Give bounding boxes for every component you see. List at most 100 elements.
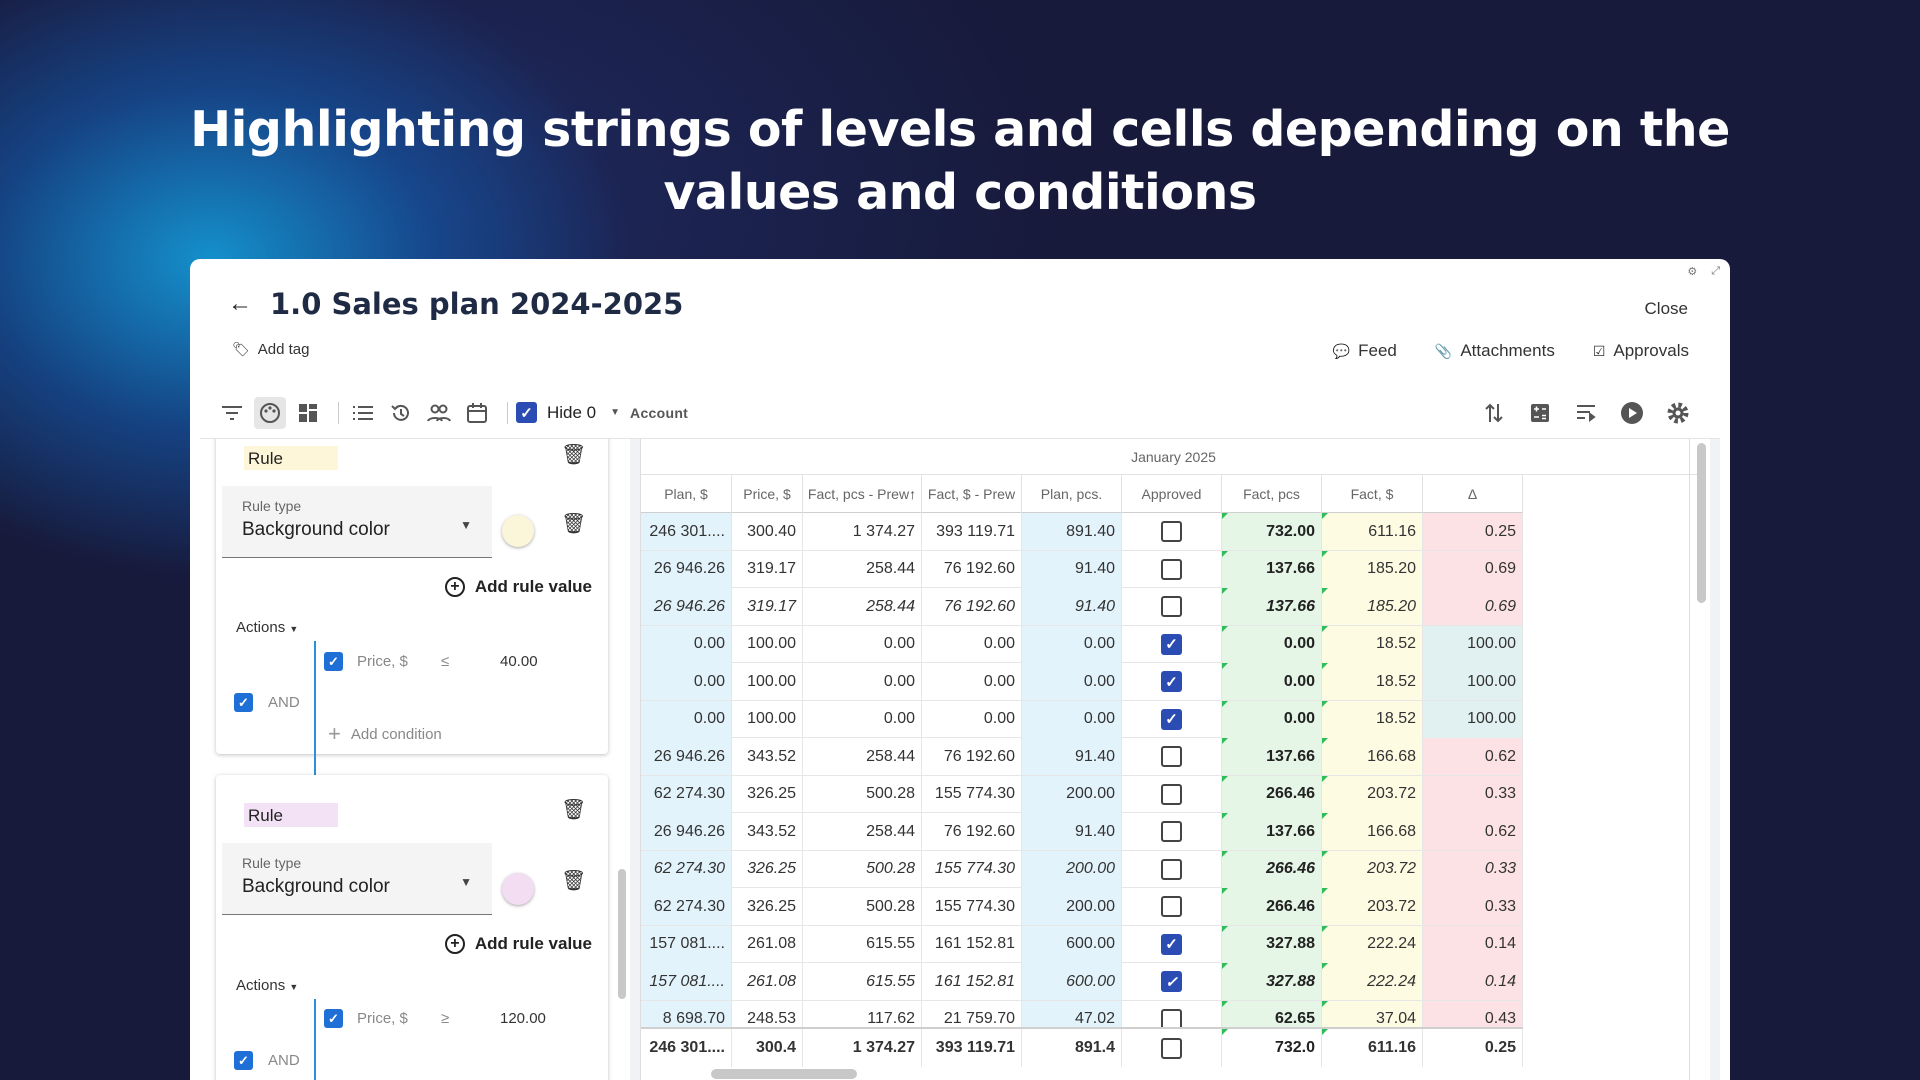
grid-cell[interactable]: 600.00 — [1022, 925, 1122, 963]
layout-grid-icon[interactable] — [292, 397, 324, 429]
grid-cell[interactable]: 0.33 — [1423, 775, 1523, 813]
approved-checkbox[interactable] — [1122, 550, 1222, 588]
table-row[interactable]: 62 274.30 326.25 500.28 155 774.30 200.00 266… — [641, 775, 1523, 813]
column-header[interactable]: Approved — [1122, 475, 1222, 513]
account-dimension[interactable]: Account — [630, 404, 689, 421]
approved-checkbox[interactable] — [1122, 588, 1222, 625]
grid-cell[interactable]: 76 192.60 — [922, 738, 1022, 775]
grid-cell[interactable]: 0.00 — [803, 663, 922, 700]
grid-cell[interactable]: 76 192.60 — [922, 588, 1022, 625]
approved-checkbox[interactable] — [1122, 738, 1222, 775]
table-row[interactable]: 157 081.... 261.08 615.55 161 152.81 600.00 ✓… — [641, 925, 1523, 963]
grid-cell[interactable]: 185.20 — [1322, 588, 1423, 625]
grid-cell[interactable]: 91.40 — [1022, 738, 1122, 775]
grid-cell[interactable]: 0.00 — [803, 625, 922, 663]
grid-cell[interactable]: 266.46 — [1222, 850, 1322, 888]
grid-cell[interactable]: 0.00 — [1022, 700, 1122, 738]
grid-cell[interactable]: 300.40 — [732, 513, 803, 550]
grid-cell[interactable]: 0.00 — [803, 700, 922, 738]
calendar-icon[interactable] — [461, 397, 493, 429]
grid-cell[interactable]: 0.14 — [1423, 925, 1523, 963]
grid-cell[interactable]: 222.24 — [1322, 925, 1423, 963]
table-row[interactable]: 26 946.26 343.52 258.44 76 192.60 91.40 137.6… — [641, 738, 1523, 776]
grid-cell[interactable]: 0.00 — [1022, 663, 1122, 700]
grid-cell[interactable]: 137.66 — [1222, 813, 1322, 850]
attachments-link[interactable]: 📎 Attachments — [1435, 341, 1555, 361]
grid-cell[interactable]: 157 081.... — [641, 925, 732, 963]
column-header[interactable]: Fact, $ - Prew — [922, 475, 1022, 513]
grid-cell[interactable]: 393 119.71 — [922, 513, 1022, 550]
grid-cell[interactable]: 393 119.71 — [922, 1029, 1022, 1067]
approved-checkbox[interactable]: ✓ — [1122, 925, 1222, 963]
grid-cell[interactable]: 155 774.30 — [922, 775, 1022, 813]
grid-cell[interactable]: 8 698.70 — [641, 1000, 732, 1027]
delete-rule-icon[interactable]: 🗑 — [561, 799, 587, 821]
grid-cell[interactable]: 600.00 — [1022, 963, 1122, 1000]
grid-cell[interactable]: 137.66 — [1222, 738, 1322, 775]
grid-cell[interactable]: 615.55 — [803, 925, 922, 963]
gear-icon[interactable] — [1662, 397, 1694, 429]
palette-icon[interactable] — [254, 396, 286, 429]
text-wrap-icon[interactable] — [1570, 397, 1602, 429]
grid-cell[interactable]: 0.00 — [1222, 663, 1322, 700]
grid-cell[interactable]: 248.53 — [732, 1000, 803, 1027]
grid-cell[interactable]: 26 946.26 — [641, 813, 732, 850]
approvals-link[interactable]: ☑ Approvals — [1593, 341, 1689, 361]
color-picker[interactable] — [502, 873, 534, 905]
grid-cell[interactable]: 137.66 — [1222, 550, 1322, 588]
grid-cell[interactable]: 319.17 — [732, 550, 803, 588]
grid-cell[interactable]: 732.0 — [1222, 1029, 1322, 1067]
grid-horizontal-scrollbar[interactable] — [711, 1069, 857, 1079]
grid-cell[interactable]: 258.44 — [803, 813, 922, 850]
column-header[interactable]: Δ — [1423, 475, 1523, 513]
grid-cell[interactable]: 100.00 — [1423, 663, 1523, 700]
grid-cell[interactable]: 203.72 — [1322, 888, 1423, 925]
grid-cell[interactable]: 246 301.... — [641, 513, 732, 550]
grid-cell[interactable]: 155 774.30 — [922, 850, 1022, 888]
grid-cell[interactable]: 76 192.60 — [922, 550, 1022, 588]
approved-checkbox[interactable] — [1122, 513, 1222, 550]
approved-checkbox[interactable] — [1122, 850, 1222, 888]
grid-cell[interactable]: 258.44 — [803, 588, 922, 625]
grid-cell[interactable]: 0.00 — [1022, 625, 1122, 663]
grid-cell[interactable]: 732.00 — [1222, 513, 1322, 550]
table-row[interactable]: 26 946.26 343.52 258.44 76 192.60 91.40 137.6… — [641, 813, 1523, 851]
filter-icon[interactable] — [216, 397, 248, 429]
condition-checkbox[interactable]: ✓ — [324, 1009, 343, 1028]
grid-cell[interactable]: 100.00 — [732, 625, 803, 663]
panel-scrollbar[interactable] — [618, 869, 626, 999]
hide-zero-checkbox[interactable]: ✓ — [516, 402, 537, 423]
grid-cell[interactable]: 500.28 — [803, 850, 922, 888]
grid-cell[interactable]: 203.72 — [1322, 775, 1423, 813]
play-icon[interactable] — [1616, 397, 1648, 429]
condition-checkbox[interactable]: ✓ — [324, 652, 343, 671]
grid-cell[interactable]: 166.68 — [1322, 738, 1423, 775]
grid-cell[interactable]: 891.4 — [1022, 1029, 1122, 1067]
grid-cell[interactable]: 0.00 — [1222, 625, 1322, 663]
approved-checkbox[interactable]: ✓ — [1122, 625, 1222, 663]
grid-cell[interactable]: 117.62 — [803, 1000, 922, 1027]
approved-checkbox[interactable] — [1122, 888, 1222, 925]
grid-cell[interactable]: 343.52 — [732, 738, 803, 775]
grid-cell[interactable]: 47.02 — [1022, 1000, 1122, 1027]
grid-cell[interactable]: 0.00 — [641, 625, 732, 663]
grid-cell[interactable]: 91.40 — [1022, 550, 1122, 588]
grid-cell[interactable]: 62 274.30 — [641, 850, 732, 888]
grid-cell[interactable]: 1 374.27 — [803, 513, 922, 550]
close-button[interactable]: Close — [1644, 299, 1688, 318]
table-row[interactable]: 0.00 100.00 0.00 0.00 0.00 ✓ 0.00 18.52 100.00 — [641, 663, 1523, 701]
grid-cell[interactable]: 258.44 — [803, 738, 922, 775]
grid-cell[interactable]: 266.46 — [1222, 775, 1322, 813]
grid-cell[interactable]: 62 274.30 — [641, 888, 732, 925]
grid-cell[interactable]: 200.00 — [1022, 850, 1122, 888]
table-row[interactable]: 157 081.... 261.08 615.55 161 152.81 600.00 ✓… — [641, 963, 1523, 1001]
grid-cell[interactable]: 166.68 — [1322, 813, 1423, 850]
color-picker[interactable] — [502, 515, 534, 547]
and-checkbox[interactable]: ✓ — [234, 1051, 253, 1070]
grid-cell[interactable]: 0.00 — [641, 700, 732, 738]
grid-cell[interactable]: 18.52 — [1322, 625, 1423, 663]
grid-cell[interactable]: 155 774.30 — [922, 888, 1022, 925]
grid-cell[interactable]: 137.66 — [1222, 588, 1322, 625]
approved-checkbox[interactable] — [1122, 1000, 1222, 1027]
grid-cell[interactable]: 157 081.... — [641, 963, 732, 1000]
